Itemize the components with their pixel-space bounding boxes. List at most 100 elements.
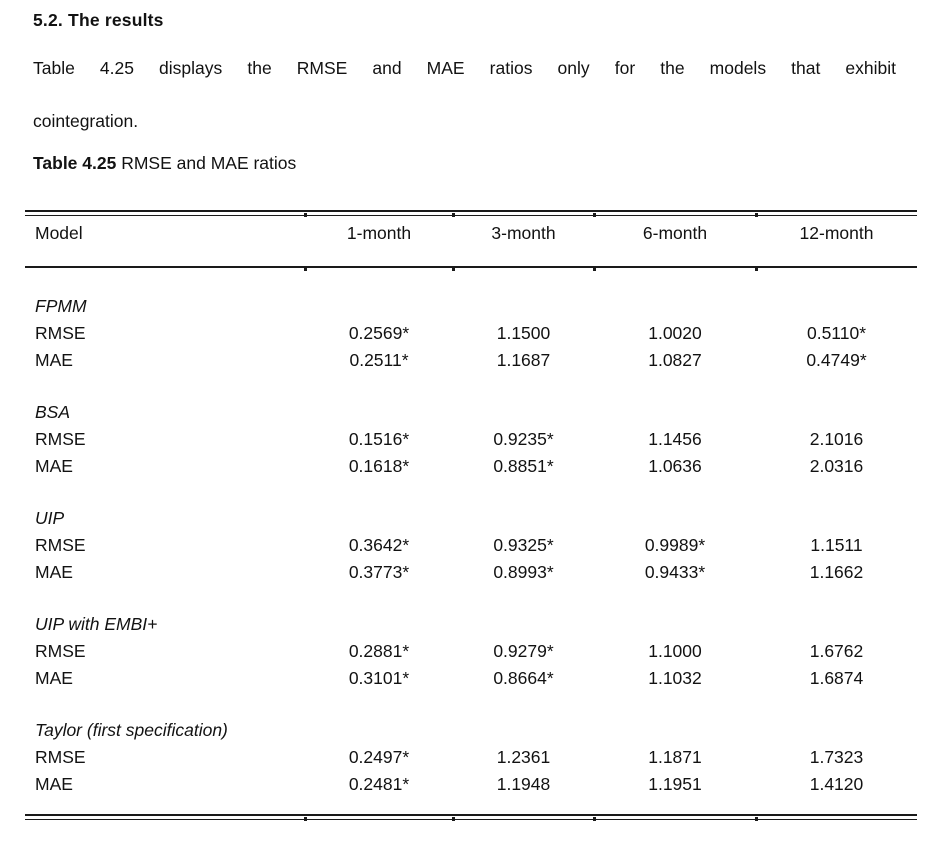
empty-cell bbox=[453, 717, 594, 744]
row-label: MAE bbox=[35, 350, 73, 370]
value-cell: 1.1948 bbox=[496, 774, 551, 794]
value-cell: 1.7323 bbox=[809, 747, 864, 767]
table-row-rmse: RMSE 0.1516* 0.9235* 1.1456 2.1016 bbox=[25, 426, 917, 453]
value-cell: 0.9279* bbox=[493, 641, 554, 661]
empty-cell bbox=[594, 611, 756, 638]
row-label: RMSE bbox=[35, 747, 86, 767]
value-cell: 2.1016 bbox=[809, 429, 864, 449]
value-cell: 1.6762 bbox=[809, 641, 864, 661]
value-cell: 0.2881* bbox=[348, 641, 410, 661]
value-cell: 0.5110* bbox=[806, 323, 867, 343]
value-cell: 0.1516* bbox=[348, 429, 410, 449]
empty-cell bbox=[453, 399, 594, 426]
model-group-bsa: BSA RMSE 0.1516* 0.9235* 1.1456 2.1016 M… bbox=[25, 399, 917, 480]
value-cell: 1.1000 bbox=[648, 641, 702, 661]
empty-cell bbox=[594, 717, 756, 744]
row-label: RMSE bbox=[35, 323, 86, 343]
empty-cell bbox=[756, 399, 917, 426]
model-group-taylor: Taylor (first specification) RMSE 0.2497… bbox=[25, 717, 917, 798]
column-header-3-month: 3-month bbox=[491, 223, 556, 243]
value-cell: 1.1456 bbox=[648, 429, 702, 449]
column-header-model: Model bbox=[35, 223, 83, 243]
empty-cell bbox=[594, 505, 756, 532]
column-tick bbox=[593, 817, 596, 821]
value-cell: 1.1871 bbox=[648, 747, 702, 767]
table-bottom-rule bbox=[25, 814, 917, 821]
model-name-row: BSA bbox=[25, 399, 917, 426]
table-caption-number: Table 4.25 bbox=[33, 153, 117, 173]
empty-cell bbox=[594, 293, 756, 320]
table-caption: Table 4.25 RMSE and MAE ratios bbox=[33, 153, 296, 174]
column-tick bbox=[452, 266, 455, 271]
empty-cell bbox=[453, 611, 594, 638]
value-cell: 0.8993* bbox=[493, 562, 554, 582]
value-cell: 2.0316 bbox=[809, 456, 864, 476]
value-cell: 0.9325* bbox=[493, 535, 554, 555]
empty-cell bbox=[594, 399, 756, 426]
table-row-rmse: RMSE 0.2881* 0.9279* 1.1000 1.6762 bbox=[25, 638, 917, 665]
value-cell: 1.0827 bbox=[648, 350, 702, 370]
column-header-1-month: 1-month bbox=[346, 223, 412, 243]
empty-cell bbox=[305, 611, 453, 638]
model-group-uip: UIP RMSE 0.3642* 0.9325* 0.9989* 1.1511 … bbox=[25, 505, 917, 586]
value-cell: 1.1951 bbox=[648, 774, 702, 794]
column-header-12-month: 12-month bbox=[799, 223, 874, 243]
value-cell: 0.4749* bbox=[806, 350, 867, 370]
row-label: MAE bbox=[35, 456, 73, 476]
table-caption-title: RMSE and MAE ratios bbox=[116, 153, 297, 173]
value-cell: 1.6874 bbox=[809, 668, 864, 688]
model-name-row: Taylor (first specification) bbox=[25, 717, 917, 744]
model-name: UIP bbox=[35, 508, 65, 528]
column-tick bbox=[304, 213, 307, 217]
value-cell: 1.4120 bbox=[809, 774, 864, 794]
value-cell: 0.1618* bbox=[348, 456, 410, 476]
empty-cell bbox=[305, 293, 453, 320]
value-cell: 0.3101* bbox=[348, 668, 410, 688]
model-group-uip-embi: UIP with EMBI+ RMSE 0.2881* 0.9279* 1.10… bbox=[25, 611, 917, 692]
table-top-rule bbox=[25, 210, 917, 217]
row-label: MAE bbox=[35, 668, 73, 688]
empty-cell bbox=[305, 505, 453, 532]
column-tick bbox=[452, 213, 455, 217]
table-row-mae: MAE 0.2481* 1.1948 1.1951 1.4120 bbox=[25, 771, 917, 798]
column-tick bbox=[593, 213, 596, 217]
empty-cell bbox=[305, 717, 453, 744]
model-name: Taylor (first specification) bbox=[35, 720, 228, 740]
table-row-mae: MAE 0.3101* 0.8664* 1.1032 1.6874 bbox=[25, 665, 917, 692]
empty-cell bbox=[453, 505, 594, 532]
empty-cell bbox=[756, 717, 917, 744]
value-cell: 1.1687 bbox=[496, 350, 551, 370]
table-row-rmse: RMSE 0.2569* 1.1500 1.0020 0.5110* bbox=[25, 320, 917, 347]
column-tick bbox=[755, 213, 758, 217]
column-tick bbox=[593, 266, 596, 271]
table-row-mae: MAE 0.1618* 0.8851* 1.0636 2.0316 bbox=[25, 453, 917, 480]
empty-cell bbox=[453, 293, 594, 320]
column-tick bbox=[755, 817, 758, 821]
value-cell: 0.2511* bbox=[349, 350, 409, 370]
column-tick bbox=[304, 266, 307, 271]
model-name-row: FPMM bbox=[25, 293, 917, 320]
table-row-rmse: RMSE 0.3642* 0.9325* 0.9989* 1.1511 bbox=[25, 532, 917, 559]
row-label: MAE bbox=[35, 562, 73, 582]
value-cell: 0.3642* bbox=[348, 535, 410, 555]
row-label: RMSE bbox=[35, 429, 86, 449]
empty-cell bbox=[305, 399, 453, 426]
value-cell: 0.8664* bbox=[493, 668, 554, 688]
section-heading: 5.2. The results bbox=[33, 10, 164, 30]
paragraph-line-1: Table 4.25 displays the RMSE and MAE rat… bbox=[33, 58, 896, 78]
value-cell: 1.1662 bbox=[809, 562, 864, 582]
model-name-row: UIP with EMBI+ bbox=[25, 611, 917, 638]
row-label: RMSE bbox=[35, 641, 86, 661]
paragraph-line-2: cointegration. bbox=[33, 111, 139, 131]
column-tick bbox=[755, 266, 758, 271]
value-cell: 0.8851* bbox=[493, 456, 554, 476]
row-label: RMSE bbox=[35, 535, 86, 555]
empty-cell bbox=[756, 505, 917, 532]
column-tick bbox=[452, 817, 455, 821]
results-table: Model 1-month 3-month 6-month 12-month F… bbox=[25, 210, 917, 821]
value-cell: 0.9989* bbox=[644, 535, 706, 555]
value-cell: 1.2361 bbox=[496, 747, 551, 767]
empty-cell bbox=[756, 293, 917, 320]
value-cell: 0.2497* bbox=[348, 747, 410, 767]
table-row-rmse: RMSE 0.2497* 1.2361 1.1871 1.7323 bbox=[25, 744, 917, 771]
